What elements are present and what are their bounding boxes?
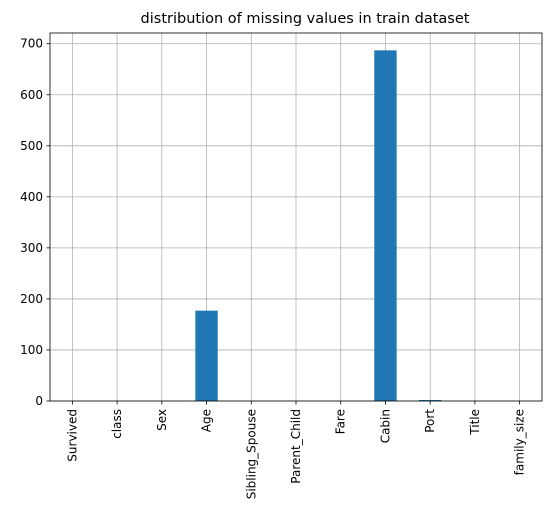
x-tick-label: Port — [423, 409, 437, 433]
x-tick-label: Age — [200, 409, 214, 432]
bar-cabin — [374, 50, 397, 402]
bar-layer — [195, 50, 442, 402]
x-tick-label: Parent_Child — [289, 409, 303, 484]
x-tick-label: Fare — [334, 409, 348, 434]
x-tick-label: Title — [468, 409, 482, 436]
tick-layer: 0 100 200 300 400 500 600 700 Survived class Sex Ag… — [20, 37, 527, 500]
x-tick-label: Sex — [155, 409, 169, 431]
y-tick-label: 600 — [20, 88, 43, 102]
chart-title: distribution of missing values in train … — [141, 11, 470, 27]
bar-port — [419, 399, 442, 401]
y-tick-label: 0 — [35, 394, 43, 408]
y-tick-label: 300 — [20, 241, 43, 255]
y-tick-label: 100 — [20, 343, 43, 357]
y-tick-label: 700 — [20, 37, 43, 51]
y-tick-label: 400 — [20, 190, 43, 204]
x-tick-label: class — [110, 409, 124, 439]
x-tick-label: family_size — [513, 409, 527, 475]
bar-age — [195, 310, 218, 401]
y-tick-label: 500 — [20, 139, 43, 153]
y-tick-label: 200 — [20, 292, 43, 306]
x-tick-label: Sibling_Spouse — [244, 409, 258, 499]
x-tick-label: Cabin — [378, 409, 392, 443]
grid-layer — [50, 33, 542, 402]
x-tick-label: Survived — [65, 409, 79, 462]
